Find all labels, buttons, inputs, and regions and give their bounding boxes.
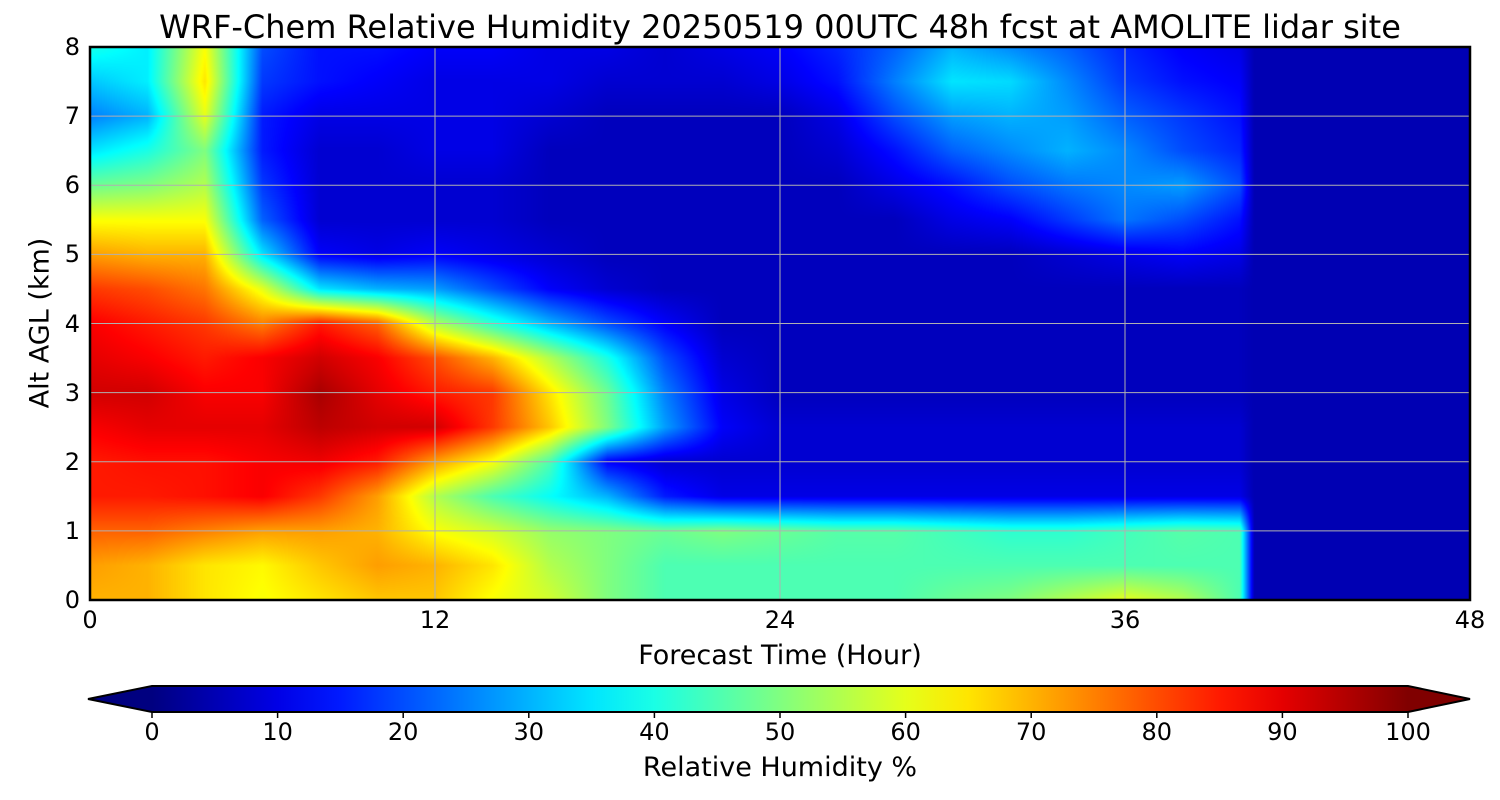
colorbar-tick-label: 50 <box>764 718 796 746</box>
y-tick-label: 4 <box>64 309 80 338</box>
colorbar <box>87 685 1471 718</box>
x-tick-label: 24 <box>764 606 796 634</box>
colorbar-extend-low <box>88 686 152 712</box>
x-axis-label: Forecast Time (Hour) <box>638 640 922 671</box>
y-axis-label: Alt AGL (km) <box>24 237 56 409</box>
y-tick-label: 7 <box>64 102 80 131</box>
x-tick-label: 48 <box>1454 606 1486 634</box>
y-tick-label: 6 <box>64 171 80 200</box>
colorbar-label: Relative Humidity % <box>642 752 918 783</box>
colorbar-tick-label: 80 <box>1141 718 1173 746</box>
colorbar-tick-label: 70 <box>1015 718 1047 746</box>
colorbar-tick-label: 90 <box>1267 718 1298 746</box>
y-tick-label: 1 <box>64 516 80 545</box>
y-tick-label: 3 <box>64 378 80 407</box>
x-tick-label: 0 <box>82 606 98 634</box>
colorbar-gradient <box>152 686 1408 712</box>
x-tick-label: 12 <box>419 606 451 634</box>
colorbar-tick-label: 40 <box>639 718 670 746</box>
colorbar-tick-label: 20 <box>387 718 419 746</box>
colorbar-tick-label: 10 <box>262 718 293 746</box>
chart-title: WRF-Chem Relative Humidity 20250519 00UT… <box>159 8 1401 46</box>
x-tick-label: 36 <box>1109 606 1141 634</box>
colorbar-tick-label: 60 <box>890 718 921 746</box>
colorbar-tick-label: 0 <box>144 718 160 746</box>
plot-overlay <box>88 45 1472 602</box>
colorbar-extend-high <box>1408 686 1470 712</box>
colorbar-tick-label: 30 <box>513 718 545 746</box>
plot-area <box>88 45 1472 602</box>
y-tick-label: 5 <box>64 240 80 269</box>
plot-frame <box>88 45 1472 602</box>
y-tick-label: 2 <box>64 447 80 476</box>
colorbar-tick-label: 100 <box>1385 718 1431 746</box>
y-tick-label: 8 <box>64 33 80 61</box>
y-tick-label: 0 <box>64 586 80 614</box>
